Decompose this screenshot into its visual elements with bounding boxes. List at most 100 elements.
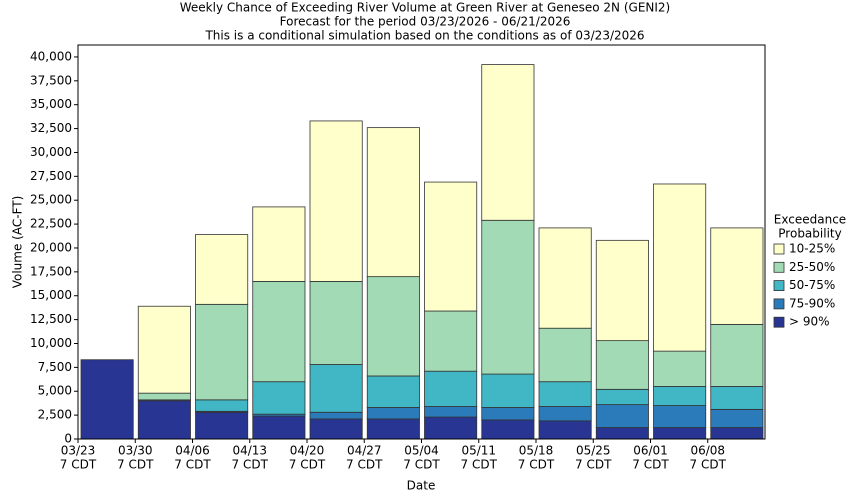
x-tick-sublabel: 7 CDT [289,458,326,472]
chart-title: Weekly Chance of Exceeding River Volume … [180,1,671,15]
bar-segment [424,181,478,312]
bar-segment [710,323,764,387]
plot-frame [77,44,766,440]
x-tick-sublabel: 7 CDT [632,458,669,472]
chart-subtitle: Forecast for the period 03/23/2026 - 06/… [280,15,571,29]
bar-segment [595,239,649,342]
y-tick-label: 7,500 [38,360,72,374]
bar-segment [195,411,249,440]
x-tick-label: 05/04 [404,444,439,458]
y-tick-label: 32,500 [30,121,72,135]
chart-subtitle: This is a conditional simulation based o… [204,29,644,43]
x-tick-label: 04/06 [175,444,210,458]
bar-segment [653,350,707,387]
legend-swatch [773,316,785,328]
y-tick-label: 12,500 [30,312,72,326]
bar-segment [366,127,420,278]
x-tick-sublabel: 7 CDT [575,458,612,472]
bar-segment [252,206,306,282]
bar-segment [309,411,363,420]
legend-swatch [773,298,785,310]
x-tick-label: 03/30 [118,444,153,458]
bar-segment [252,415,306,440]
legend-title: Probability [778,227,841,241]
y-tick-label: 25,000 [30,193,72,207]
legend-label: 75-90% [789,296,835,310]
x-tick-label: 03/23 [61,444,96,458]
bar-segment [137,305,191,394]
bar-segment [653,183,707,352]
x-tick-sublabel: 7 CDT [117,458,154,472]
x-tick-sublabel: 7 CDT [232,458,269,472]
bar-segment [309,364,363,413]
y-tick-label: 40,000 [30,49,72,63]
bar-segment [481,407,535,421]
bar-segment [595,427,649,440]
bar-segment [710,408,764,428]
x-axis-label: Date [407,479,436,493]
y-tick-label: 2,500 [38,408,72,422]
bar-segment [481,64,535,221]
x-tick-sublabel: 7 CDT [690,458,727,472]
x-tick-sublabel: 7 CDT [461,458,498,472]
legend-swatch [773,243,785,255]
bar-segment [538,327,592,383]
legend-label: 10-25% [789,242,835,256]
y-tick-label: 30,000 [30,145,72,159]
bar-segment [710,386,764,410]
x-tick-label: 04/27 [347,444,382,458]
x-tick-label: 04/13 [232,444,267,458]
bar-segment [366,276,420,377]
y-tick-label: 20,000 [30,240,72,254]
x-tick-sublabel: 7 CDT [60,458,97,472]
y-tick-label: 5,000 [38,384,72,398]
legend-title: Exceedance [774,213,846,227]
x-tick-label: 06/08 [690,444,725,458]
bar-segment [595,388,649,406]
bar-segment [309,120,363,282]
bar-segment [481,219,535,375]
x-tick-label: 05/11 [461,444,496,458]
bar-segment [595,404,649,428]
bar-segment [309,280,363,365]
legend-swatch [773,280,785,292]
bar-segment [538,381,592,407]
bar-segment [481,373,535,408]
y-tick-label: 0 [64,432,72,446]
x-tick-label: 05/25 [576,444,611,458]
bar-segment [195,234,249,305]
x-tick-label: 05/18 [519,444,554,458]
x-tick-label: 04/20 [290,444,325,458]
y-axis-label: Volume (AC-FT) [11,196,25,289]
legend-label: 25-50% [789,260,835,274]
bar-segment [653,386,707,406]
bar-segment [195,399,249,412]
y-tick-label: 17,500 [30,264,72,278]
bar-segment [538,227,592,329]
bar-segment [424,416,478,440]
x-tick-sublabel: 7 CDT [518,458,555,472]
bar-segment [653,405,707,428]
bar-segment [137,400,191,440]
y-tick-label: 37,500 [30,73,72,87]
bar-segment [595,340,649,390]
y-tick-label: 15,000 [30,288,72,302]
y-tick-label: 22,500 [30,217,72,231]
y-tick-label: 10,000 [30,336,72,350]
bar-segment [653,427,707,440]
bar-segment [538,420,592,440]
bar-segment [366,375,420,408]
bar-segment [424,310,478,372]
bar-segment [309,418,363,440]
bar-segment [710,427,764,440]
x-tick-sublabel: 7 CDT [346,458,383,472]
bar-segment [195,303,249,401]
x-tick-sublabel: 7 CDT [174,458,211,472]
bar-segment [252,280,306,383]
bar-segment [366,418,420,440]
bar-segment [137,392,191,401]
y-tick-label: 35,000 [30,97,72,111]
bar-segment [481,419,535,440]
bar-segment [252,381,306,415]
